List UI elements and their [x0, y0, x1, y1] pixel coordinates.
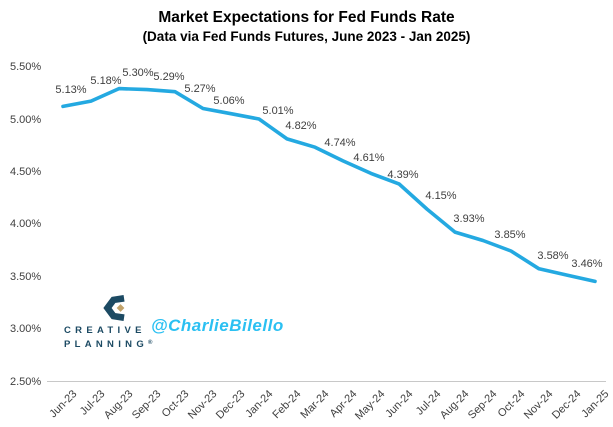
fed-funds-rate-line: [61, 86, 597, 284]
brand-line-1: CREATIVE: [64, 325, 146, 336]
x-axis-line: [47, 381, 606, 382]
data-label: 5.01%: [262, 104, 294, 117]
data-label: 4.15%: [425, 190, 457, 203]
diamond-icon: [116, 304, 125, 312]
trademark-symbol: ®: [148, 340, 153, 346]
data-label: 3.58%: [537, 249, 569, 262]
data-label: 3.85%: [494, 228, 526, 241]
data-label: 4.61%: [353, 151, 385, 164]
chart-title: Market Expectations for Fed Funds Rate: [158, 9, 455, 26]
y-axis-tick: 4.50%: [10, 165, 42, 178]
creative-planning-logo-icon: [103, 295, 125, 321]
data-label: 5.06%: [213, 94, 245, 107]
y-axis-tick: 3.00%: [10, 323, 42, 336]
data-label: 5.13%: [55, 84, 87, 97]
y-axis-tick: 5.50%: [10, 61, 42, 74]
y-axis-tick: 4.00%: [10, 218, 42, 231]
brand-line-2: PLANNING®: [64, 339, 153, 350]
data-label: 5.30%: [122, 66, 154, 79]
data-label: 5.27%: [184, 82, 216, 95]
data-label: 3.93%: [453, 213, 485, 226]
charliebilello-watermark: @CharlieBilello: [151, 316, 284, 335]
data-label: 5.29%: [153, 70, 185, 83]
y-axis-tick: 3.50%: [10, 270, 42, 283]
data-label: 5.18%: [90, 75, 122, 88]
data-label: 4.82%: [285, 119, 317, 132]
chart-subtitle: (Data via Fed Funds Futures, June 2023 -…: [142, 29, 471, 44]
y-axis-tick: 5.00%: [10, 113, 42, 126]
data-label: 4.74%: [324, 137, 356, 150]
y-axis-tick: 2.50%: [10, 375, 42, 388]
data-label: 4.39%: [387, 168, 419, 181]
data-label: 3.46%: [571, 258, 603, 271]
